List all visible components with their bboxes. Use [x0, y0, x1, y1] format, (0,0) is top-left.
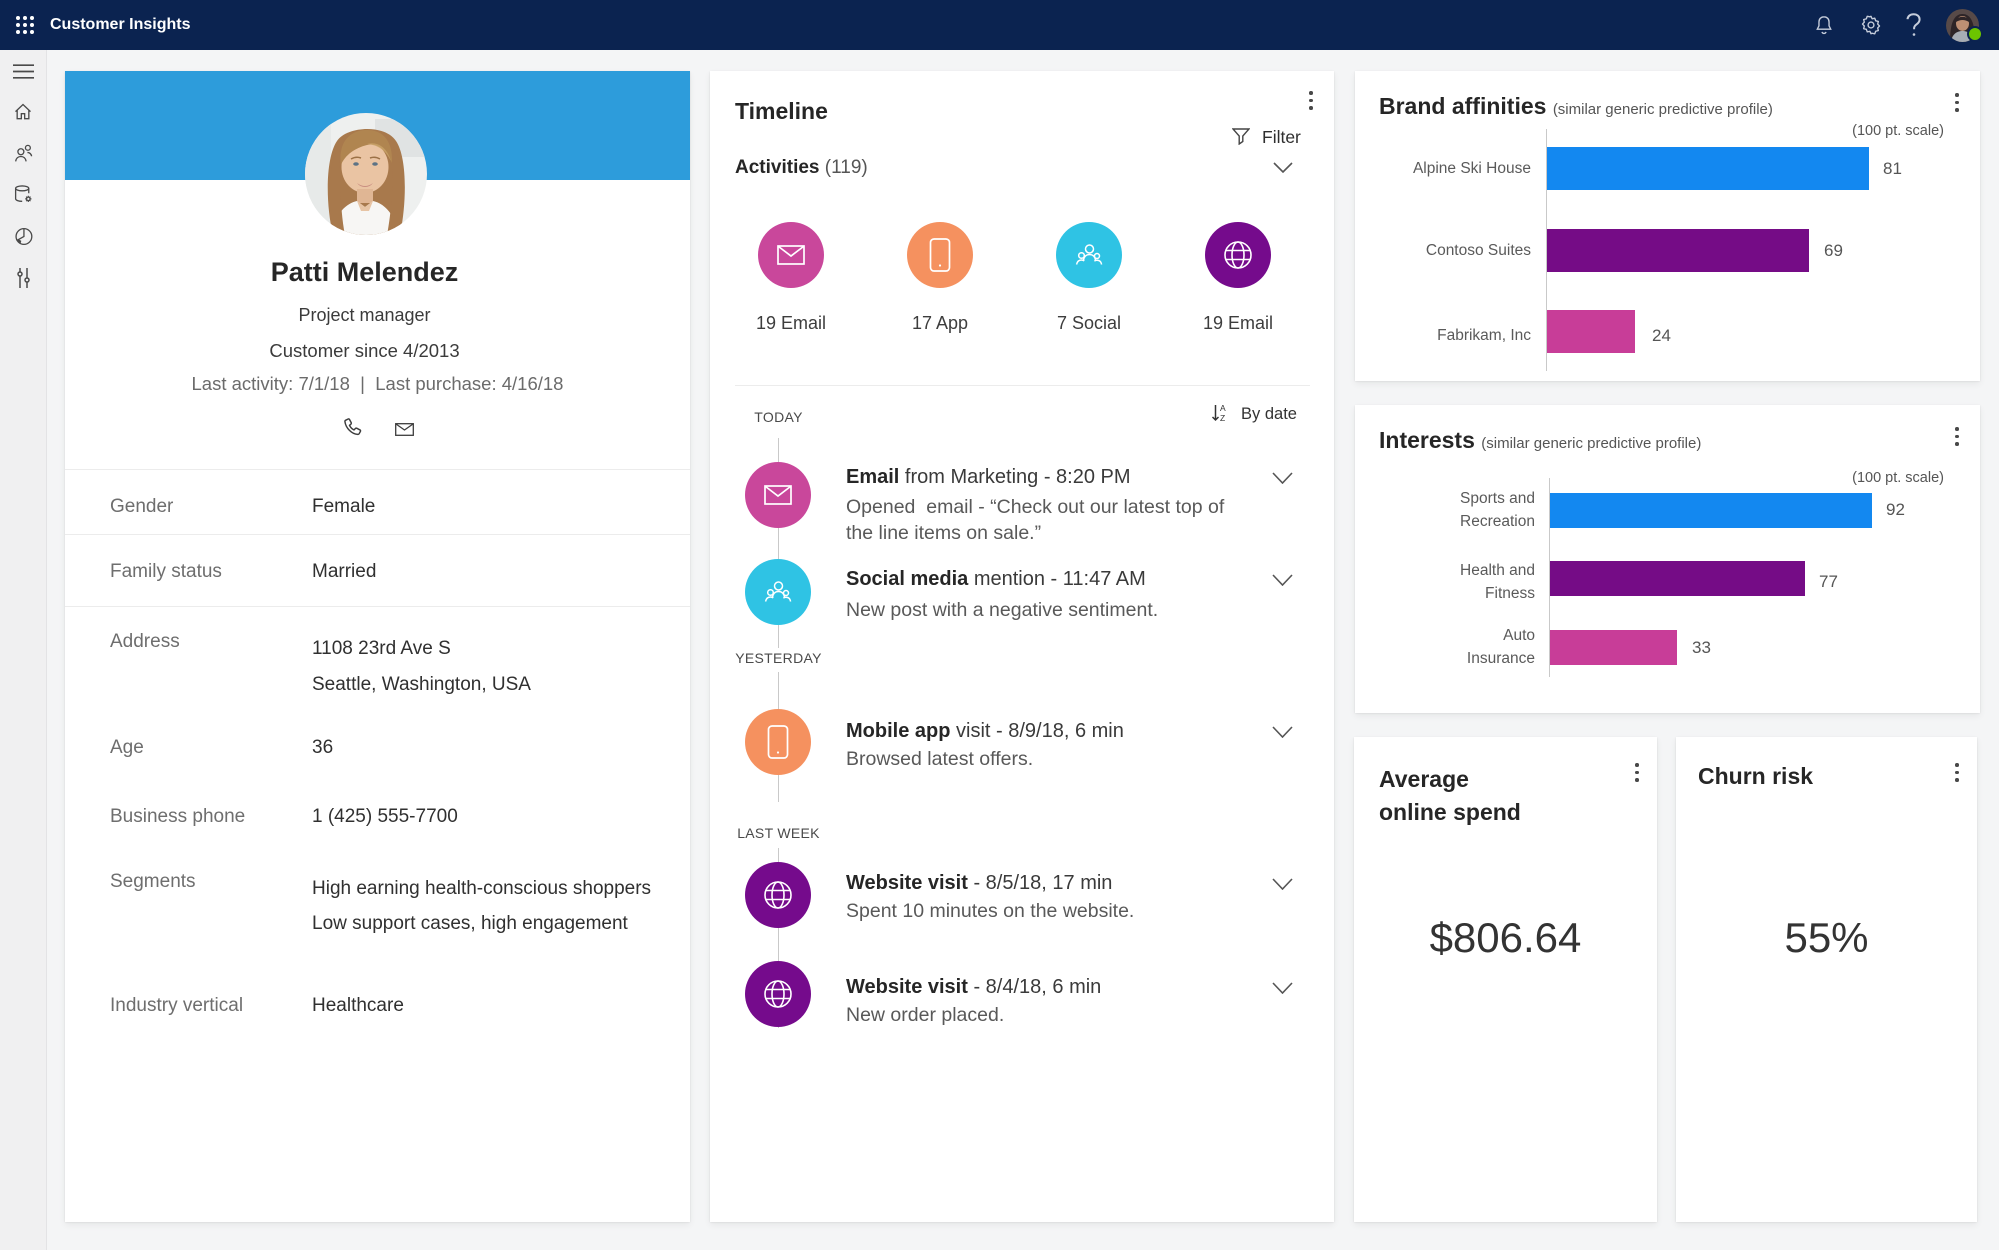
svg-text:Z: Z: [1220, 413, 1225, 423]
svg-text:A: A: [1220, 403, 1226, 413]
